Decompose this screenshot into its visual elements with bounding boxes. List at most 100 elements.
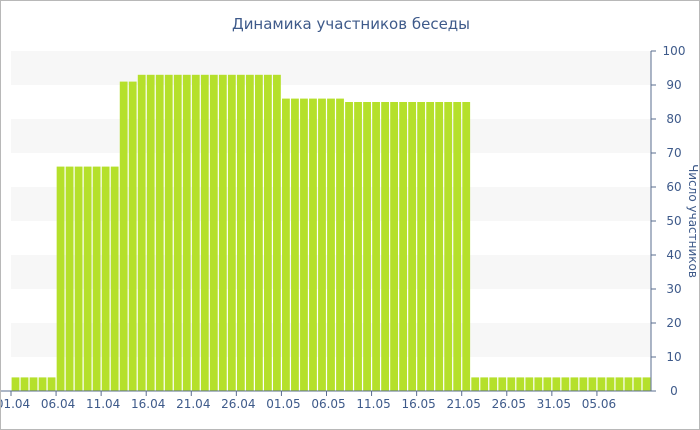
bar [38, 377, 47, 391]
bar [300, 98, 308, 391]
bar [489, 377, 498, 391]
bar [236, 74, 245, 392]
bar [146, 74, 155, 392]
grid-band [11, 51, 651, 85]
x-ticks: 01.04 06.04 11.04 16.04 21.04 26.04 01.05 06.05… [1, 391, 616, 411]
x-tick-label: 31.05 [537, 397, 571, 411]
bar [381, 102, 389, 391]
y-tick-label: 80 [666, 112, 681, 126]
bar [65, 166, 74, 391]
bar [642, 377, 651, 391]
bar [110, 166, 119, 391]
bar [525, 377, 534, 391]
bar [390, 102, 399, 391]
bar [561, 377, 570, 391]
bar [435, 102, 444, 391]
bar [209, 74, 218, 392]
bar [336, 98, 344, 391]
y-tick-label: 90 [666, 78, 681, 92]
bar [534, 377, 543, 391]
bar [282, 98, 290, 391]
bar [119, 81, 128, 391]
x-tick-label: 01.05 [266, 397, 300, 411]
bar [327, 98, 335, 391]
bar [291, 98, 299, 391]
bar [372, 102, 380, 391]
y-tick-label: 100 [663, 44, 686, 58]
x-tick-label: 05.06 [582, 397, 616, 411]
bar [74, 166, 83, 391]
bar [227, 74, 236, 392]
y-tick-label: 30 [666, 282, 681, 296]
bar [318, 98, 326, 391]
bar [426, 102, 435, 391]
y-tick-label: 50 [666, 214, 681, 228]
chart-title: Динамика участников беседы [232, 15, 470, 33]
x-tick-label: 01.04 [1, 397, 30, 411]
bar [83, 166, 92, 391]
bar [552, 377, 561, 391]
bar [309, 98, 317, 391]
bar [164, 74, 173, 392]
bar [20, 377, 29, 391]
x-tick-label: 16.04 [131, 397, 165, 411]
bar [101, 166, 110, 391]
bar [182, 74, 191, 392]
y-tick-label: 70 [666, 146, 681, 160]
bar [191, 74, 200, 392]
bar [480, 377, 489, 391]
bar [624, 377, 633, 391]
bar [417, 102, 426, 391]
x-tick-label: 16.05 [401, 397, 435, 411]
bar [173, 74, 182, 392]
x-tick-label: 21.05 [447, 397, 481, 411]
x-tick-label: 06.05 [311, 397, 345, 411]
bar [615, 377, 624, 391]
bar [399, 102, 408, 391]
bar [543, 377, 552, 391]
bar [462, 102, 471, 391]
bar [128, 81, 137, 391]
bar [570, 377, 579, 391]
bar [516, 377, 525, 391]
bar [47, 377, 56, 391]
bar [56, 166, 65, 391]
bar [254, 74, 263, 392]
y-tick-label: 40 [666, 248, 681, 262]
bar [354, 102, 362, 391]
y-tick-label: 10 [666, 350, 681, 364]
bar [633, 377, 642, 391]
x-tick-label: 26.05 [492, 397, 526, 411]
bar [507, 377, 516, 391]
bar [92, 166, 101, 391]
y-ticks: 0 10 20 30 40 50 60 70 80 90 100 [651, 44, 685, 398]
bar [408, 102, 417, 391]
x-tick-label: 21.04 [176, 397, 210, 411]
bar [597, 377, 606, 391]
x-tick-label: 26.04 [221, 397, 255, 411]
bar [606, 377, 615, 391]
bar [11, 377, 20, 391]
bar [137, 74, 146, 392]
x-tick-label: 11.05 [356, 397, 390, 411]
bar [444, 102, 453, 391]
bar [263, 74, 272, 392]
bar [588, 377, 597, 391]
y-tick-label: 20 [666, 316, 681, 330]
bar [498, 377, 507, 391]
bar [453, 102, 462, 391]
bar [363, 102, 371, 391]
y-axis-label: Число участников [686, 164, 699, 278]
x-tick-label: 11.04 [86, 397, 120, 411]
bars [11, 74, 651, 392]
x-tick-label: 06.04 [41, 397, 75, 411]
bar [200, 74, 209, 392]
y-tick-label: 60 [666, 180, 681, 194]
bar [273, 74, 281, 392]
bar [218, 74, 227, 392]
bar [471, 377, 480, 391]
bar [579, 377, 588, 391]
bar [155, 74, 164, 392]
